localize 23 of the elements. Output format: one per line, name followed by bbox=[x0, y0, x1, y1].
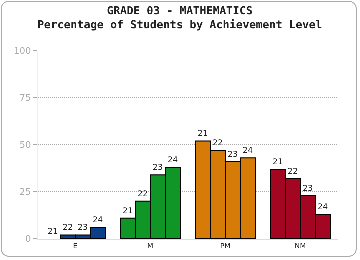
series-label: 23 bbox=[78, 223, 88, 232]
text: 23 bbox=[302, 184, 314, 193]
y-tick-label: 75 bbox=[20, 94, 32, 104]
text: 21 bbox=[272, 157, 284, 166]
text: 24 bbox=[168, 156, 178, 165]
y-tick-label: 50 bbox=[20, 141, 32, 152]
text: 22 bbox=[212, 138, 224, 148]
text: 23 bbox=[228, 150, 238, 159]
text: 21 bbox=[198, 129, 208, 138]
text: 24 bbox=[242, 146, 254, 156]
series-label: 24 bbox=[92, 216, 104, 225]
y-tick-label: 100 bbox=[14, 47, 32, 58]
chart-title: GRADE 03 - MATHEMATICS bbox=[107, 4, 253, 18]
text: 22 bbox=[288, 166, 298, 176]
text: 21 bbox=[48, 227, 58, 236]
text: 23 bbox=[152, 163, 164, 172]
text: 24 bbox=[318, 202, 328, 212]
chart-subtitle: Percentage of Students by Achievement Level bbox=[38, 18, 322, 32]
y-tick-label: 0 bbox=[25, 235, 32, 246]
y-tick-label: 25 bbox=[20, 188, 32, 198]
series-label: 21 bbox=[122, 206, 134, 216]
text: 22 bbox=[138, 189, 148, 198]
series-label: 22 bbox=[62, 223, 74, 232]
